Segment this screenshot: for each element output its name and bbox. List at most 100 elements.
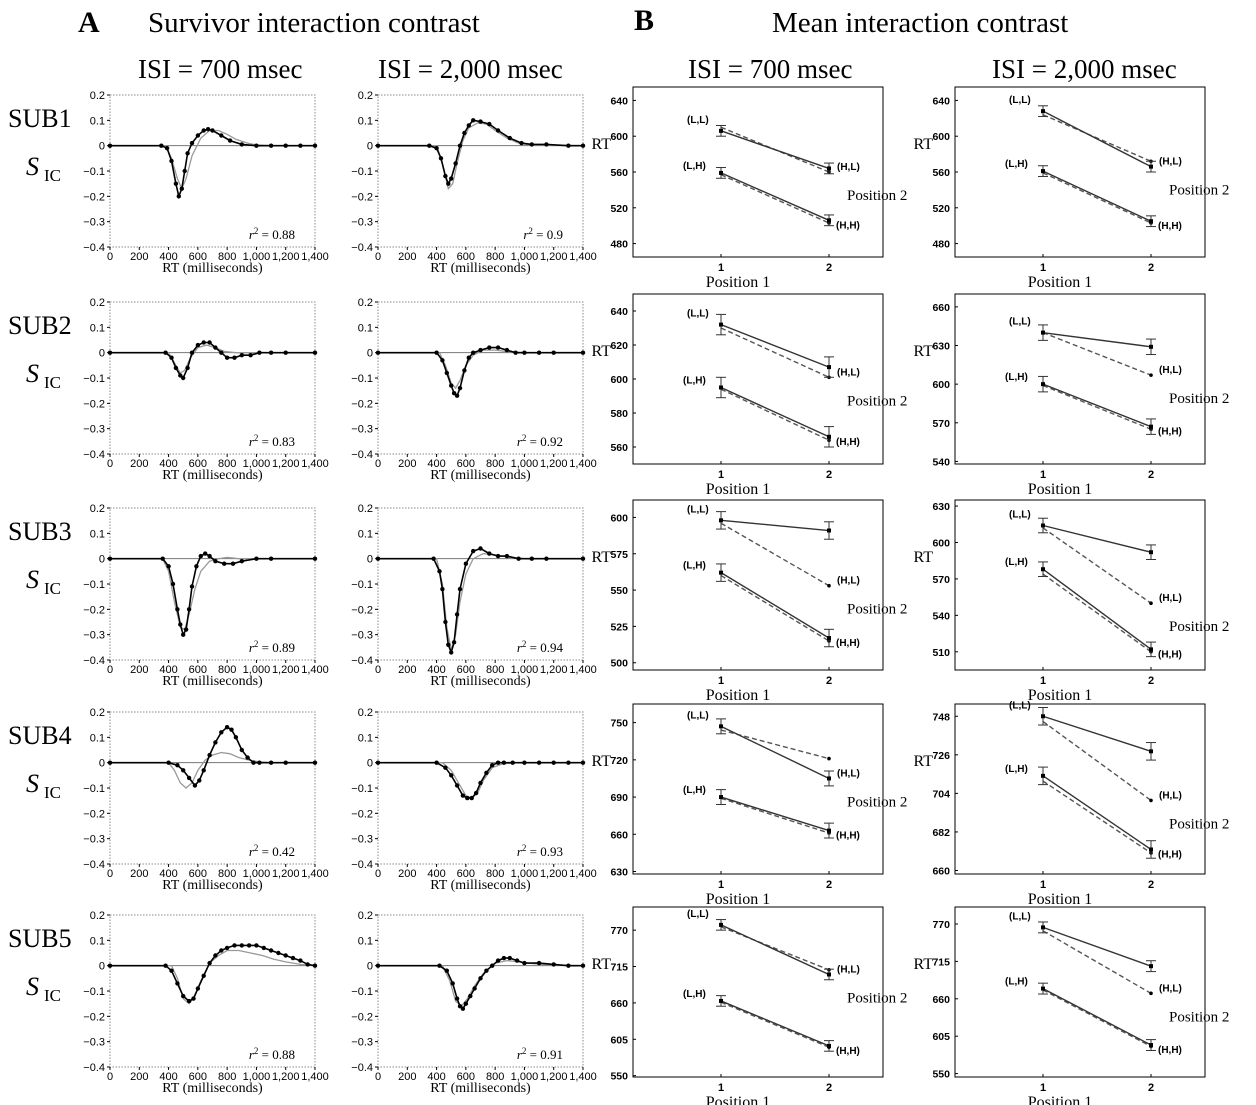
plot-frame	[109, 94, 316, 248]
sic-y-label: S	[26, 769, 39, 798]
x-tick-label: 2	[1148, 469, 1154, 481]
data-point	[205, 127, 211, 132]
y-tick-label: −0.4	[351, 1062, 373, 1074]
data-point	[504, 553, 510, 559]
y-tick-label: −0.3	[83, 217, 105, 229]
data-point	[438, 156, 444, 161]
data-point	[566, 143, 571, 148]
data-point	[443, 765, 448, 770]
subject-label: SUB3	[8, 517, 72, 546]
data-point	[312, 760, 318, 765]
y-tick-label: −0.4	[351, 449, 373, 461]
y-tick-label: −0.2	[351, 808, 373, 820]
x-tick-label: 2	[826, 469, 832, 481]
x-tick-label: 800	[486, 868, 504, 880]
observed-line	[1042, 524, 1152, 553]
data-point	[175, 981, 180, 986]
y-tick-label: 660	[932, 865, 950, 877]
fit-curve	[110, 751, 315, 789]
y-tick-label: −0.3	[351, 834, 373, 846]
data-point	[312, 143, 318, 148]
x-tick-label: 400	[427, 458, 445, 470]
data-point	[478, 119, 483, 124]
data-point	[186, 775, 192, 781]
observed-point	[827, 365, 831, 370]
y-tick-label: 748	[932, 711, 950, 723]
y-tick-label: −0.3	[351, 424, 373, 436]
data-point	[551, 962, 556, 967]
data-point	[522, 350, 527, 355]
x-tick-label: 200	[130, 868, 148, 880]
y-tick-label: 0	[367, 141, 373, 153]
x-tick-label: 800	[218, 458, 236, 470]
y-tick-label: 630	[932, 341, 950, 353]
x-tick-label: 1,400	[301, 251, 329, 263]
data-point	[181, 632, 186, 637]
position-2-label: Position 2	[847, 794, 907, 810]
y-tick-label: 720	[610, 755, 628, 767]
sic-y-label-sub: IC	[44, 373, 61, 392]
y-axis-label: RT	[592, 549, 612, 566]
x-tick-label: 600	[457, 664, 475, 676]
sic-chart-sub3-isi2000: 0.20.10−0.1−0.2−0.3−0.40 200 400 600 800 1,00…	[351, 503, 596, 689]
mic-chart-sub4-isi700: 750 720 690 660 630 1 2 Position 1 RT (L,L) (L,H) (…	[592, 703, 907, 908]
y-axis-label: RT	[914, 136, 934, 153]
data-point	[580, 556, 586, 561]
x-tick-label: 800	[486, 251, 504, 263]
condition-label-hl: (H,L)	[837, 367, 860, 378]
x-tick-label: 1,200	[272, 251, 300, 263]
data-point	[159, 143, 164, 148]
x-tick-label: 1	[1040, 675, 1046, 687]
y-tick-label: 770	[610, 925, 628, 937]
x-tick-label: 200	[398, 664, 416, 676]
y-tick-label: 0.2	[90, 910, 105, 922]
observed-point	[827, 218, 831, 223]
data-point	[484, 770, 489, 775]
data-point	[529, 142, 534, 147]
data-point	[233, 735, 239, 740]
data-point	[230, 561, 236, 566]
data-point	[207, 752, 212, 758]
data-point	[457, 385, 463, 391]
data-point	[437, 963, 442, 968]
y-tick-label: 525	[610, 621, 628, 633]
observed-point	[1149, 424, 1153, 429]
observed-point	[719, 724, 723, 729]
r-squared-label: r2 = 0.83	[249, 433, 295, 449]
predicted-line	[720, 926, 830, 971]
y-tick-label: −0.1	[83, 166, 105, 178]
data-point	[551, 760, 556, 765]
predicted-line	[720, 797, 830, 834]
data-point	[434, 760, 439, 765]
r-squared-label: r2 = 0.91	[517, 1046, 563, 1062]
data-point	[449, 773, 454, 778]
panel-a-title: Survivor interaction contrast	[148, 7, 480, 39]
observed-line	[720, 572, 830, 639]
mic-isi-700-header: ISI = 700 msec	[688, 54, 852, 84]
data-point	[169, 158, 174, 164]
data-point	[186, 607, 192, 612]
y-tick-label: −0.3	[83, 834, 105, 846]
y-tick-label: 0.2	[90, 90, 105, 102]
plot-frame	[377, 507, 584, 661]
x-tick-label: 1	[1040, 879, 1046, 891]
y-tick-label: 715	[610, 962, 628, 974]
x-tick-label: 1	[1040, 469, 1046, 481]
y-tick-label: 0	[99, 961, 105, 973]
data-point	[566, 760, 571, 765]
observed-line	[720, 924, 830, 976]
data-point	[198, 553, 203, 559]
observed-point	[1149, 964, 1153, 969]
observed-line	[720, 130, 830, 170]
data-line	[110, 944, 316, 1003]
data-point	[189, 140, 195, 146]
x-tick-label: 200	[398, 868, 416, 880]
data-point	[283, 760, 288, 765]
y-tick-label: 540	[932, 456, 950, 468]
predicted-point	[827, 583, 831, 588]
data-point	[207, 340, 212, 345]
data-line	[110, 726, 315, 787]
data-point	[169, 355, 174, 360]
observed-point	[1149, 647, 1153, 652]
y-tick-label: 0.2	[358, 503, 373, 515]
